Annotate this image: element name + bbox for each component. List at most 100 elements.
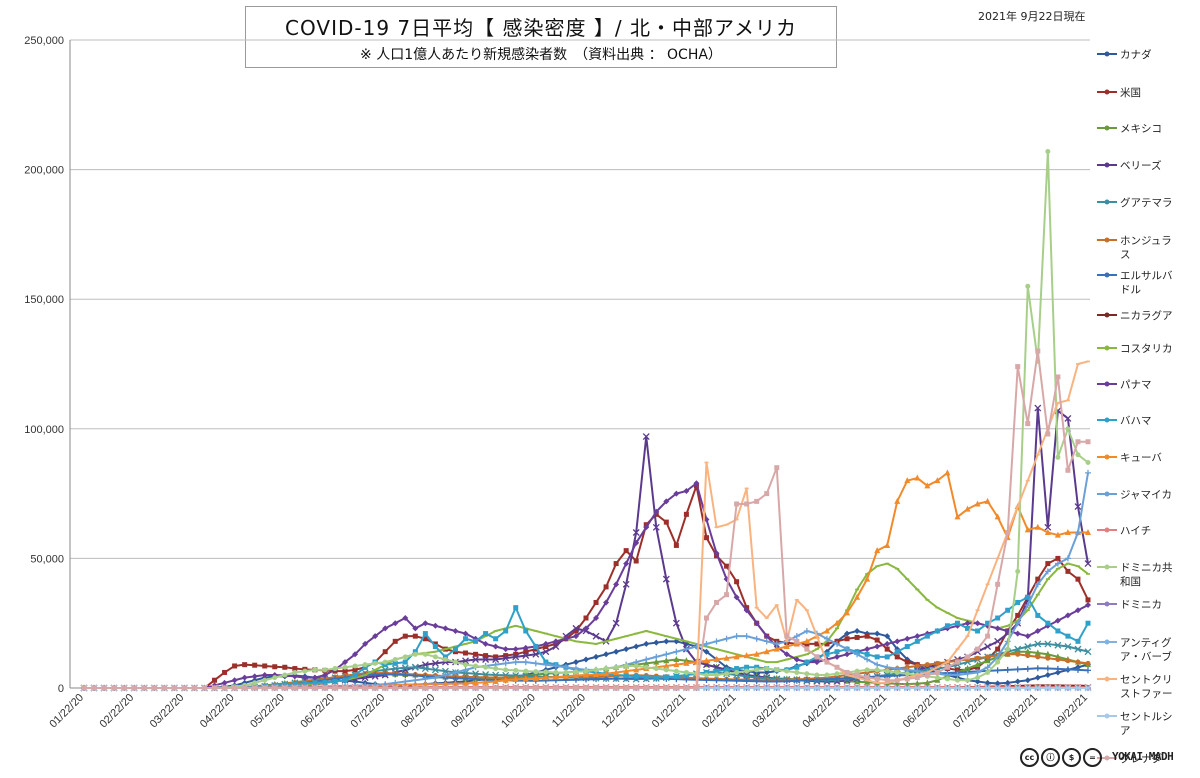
- x-tick-label: 02/22/20: [98, 692, 137, 731]
- data-point: [432, 654, 438, 660]
- data-point: [652, 523, 660, 531]
- data-point: [753, 650, 760, 657]
- data-point: [513, 624, 518, 627]
- data-point: [954, 513, 961, 520]
- data-point: [824, 672, 830, 678]
- data-point: [704, 461, 709, 464]
- data-point: [342, 659, 349, 666]
- data-point: [1065, 426, 1071, 432]
- data-point: [362, 662, 368, 668]
- data-point: [1075, 659, 1081, 665]
- data-point: [402, 633, 408, 639]
- data-point: [624, 635, 629, 637]
- data-point: [311, 674, 318, 681]
- data-point: [773, 645, 780, 652]
- data-point: [663, 662, 670, 669]
- data-point: [925, 599, 930, 601]
- data-point: [1034, 627, 1041, 634]
- legend-label: ア・バーブ: [1120, 650, 1172, 663]
- legend-marker: [1104, 755, 1110, 761]
- data-point: [935, 666, 940, 669]
- data-point: [1025, 479, 1030, 482]
- data-point: [925, 671, 930, 674]
- data-point: [633, 539, 640, 546]
- legend-label: アンティグ: [1120, 636, 1172, 649]
- data-point: [492, 643, 499, 650]
- data-point: [272, 664, 278, 670]
- data-point: [261, 672, 268, 679]
- data-point: [984, 643, 992, 650]
- data-point: [483, 635, 488, 637]
- data-point: [834, 664, 840, 670]
- data-point: [1086, 573, 1090, 575]
- data-point: [302, 680, 308, 686]
- data-point: [784, 668, 790, 674]
- data-point: [904, 477, 911, 484]
- data-point: [492, 678, 499, 685]
- data-point: [864, 646, 871, 653]
- data-point: [1014, 620, 1021, 627]
- data-point: [1054, 669, 1061, 676]
- series-line: [84, 350, 1088, 689]
- data-point: [443, 648, 448, 650]
- data-point: [914, 638, 920, 644]
- data-point: [864, 651, 870, 657]
- data-point: [452, 646, 458, 652]
- data-point: [995, 659, 1001, 665]
- data-point: [623, 646, 630, 653]
- data-point: [623, 673, 629, 679]
- data-point: [562, 664, 569, 671]
- data-point: [713, 684, 720, 692]
- data-point: [1044, 665, 1051, 672]
- data-point: [985, 633, 991, 639]
- data-point: [603, 675, 610, 682]
- data-point: [683, 672, 689, 678]
- data-point: [774, 465, 780, 471]
- data-point: [684, 640, 689, 643]
- data-point: [844, 636, 850, 642]
- data-point: [633, 673, 639, 679]
- data-point: [312, 685, 318, 691]
- data-point: [262, 685, 268, 691]
- legend-label: カナダ: [1120, 48, 1152, 61]
- data-point: [212, 677, 218, 683]
- data-point: [1004, 684, 1012, 692]
- data-point: [1064, 528, 1071, 535]
- data-point: [724, 667, 730, 673]
- data-point: [874, 676, 880, 682]
- data-point: [714, 526, 719, 529]
- data-point: [352, 672, 358, 678]
- data-point: [401, 664, 409, 672]
- data-point: [363, 674, 368, 676]
- legend-label: 和国: [1120, 576, 1141, 588]
- x-tick-label: 09/22/20: [449, 692, 488, 731]
- data-point: [864, 675, 870, 681]
- data-point: [995, 615, 1001, 621]
- data-point: [1064, 684, 1072, 692]
- data-point: [593, 615, 600, 622]
- data-point: [452, 685, 458, 691]
- data-point: [693, 480, 700, 487]
- data-point: [431, 659, 439, 667]
- data-point: [372, 685, 378, 691]
- data-point: [322, 679, 328, 685]
- data-point: [242, 685, 248, 691]
- data-point: [924, 482, 931, 489]
- y-tick-label: 100,000: [24, 424, 64, 436]
- data-point: [1055, 656, 1061, 662]
- data-point: [411, 663, 419, 671]
- data-point: [904, 644, 910, 650]
- legend-label: ドル: [1120, 284, 1141, 296]
- data-point: [803, 637, 810, 644]
- data-point: [342, 668, 348, 674]
- data-point: [975, 628, 981, 634]
- data-point: [974, 661, 981, 668]
- data-point: [743, 607, 750, 614]
- data-point: [594, 643, 599, 645]
- data-point: [452, 627, 459, 634]
- data-point: [654, 632, 659, 635]
- data-point: [813, 676, 820, 683]
- data-point: [734, 518, 739, 521]
- data-point: [583, 625, 589, 632]
- data-point: [724, 523, 729, 526]
